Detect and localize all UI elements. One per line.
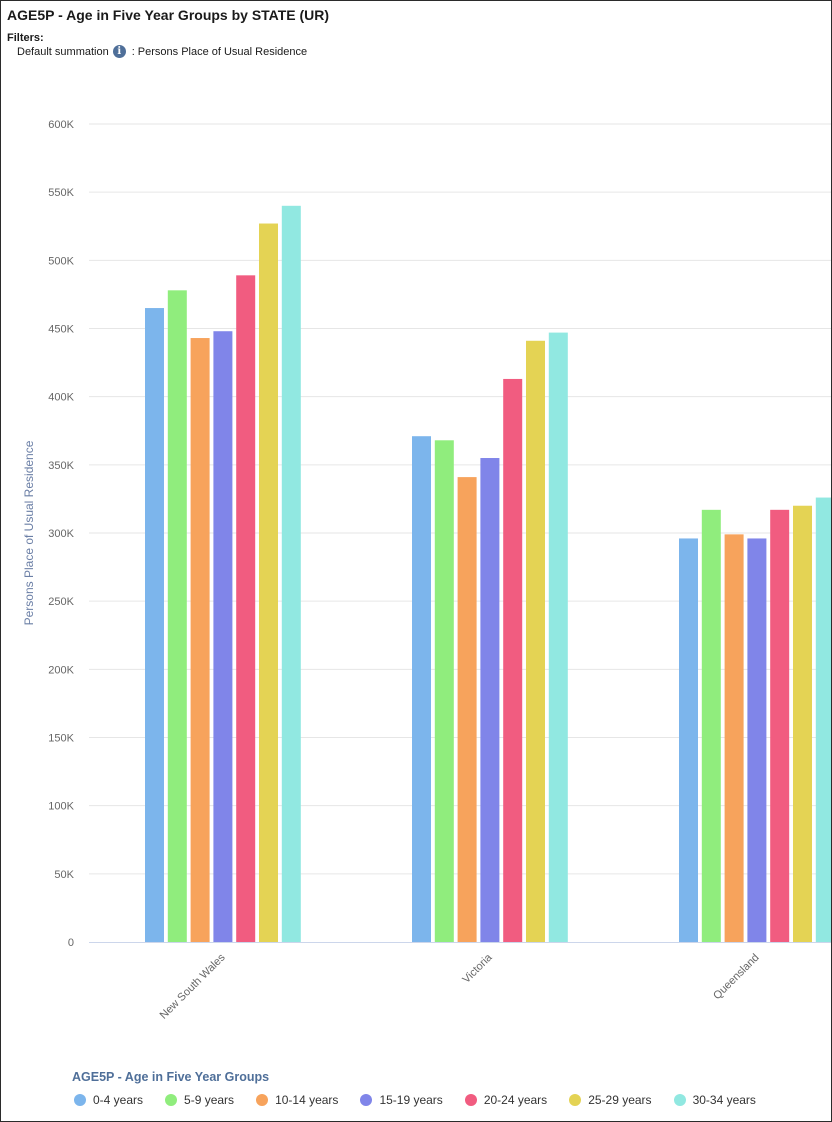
bar[interactable] [281, 205, 301, 943]
legend-label: 0-4 years [93, 1093, 144, 1107]
bar[interactable] [190, 338, 210, 942]
y-tick-label: 550K [48, 187, 74, 199]
bar[interactable] [701, 509, 721, 942]
legend-marker [569, 1094, 582, 1106]
y-tick-label: 450K [48, 324, 74, 336]
legend-marker [256, 1094, 269, 1106]
filter-row: Default summation i : Persons Place of U… [17, 45, 307, 58]
chart-title: AGE5P - Age in Five Year Groups by STATE… [7, 7, 330, 23]
y-tick-label: 600K [48, 119, 74, 131]
legend-label: 15-19 years [379, 1093, 443, 1107]
y-tick-label: 500K [48, 255, 74, 267]
y-tick-label: 250K [48, 596, 74, 608]
x-tick-labels: New South Wales Victoria Queensland [158, 951, 762, 1022]
bar[interactable] [457, 477, 477, 942]
bar[interactable] [412, 436, 431, 942]
bar[interactable] [747, 538, 767, 942]
bar[interactable] [724, 534, 744, 942]
y-tick-label: 350K [48, 460, 74, 472]
info-icon[interactable]: i [112, 45, 126, 58]
legend-label: 20-24 years [483, 1093, 548, 1107]
legend-marker [360, 1094, 373, 1106]
legend-marker [165, 1094, 178, 1106]
legend-item[interactable]: 10-14 years [256, 1093, 338, 1107]
bar[interactable] [145, 308, 164, 942]
legend-item[interactable]: 25-29 years [569, 1093, 652, 1107]
legend-item[interactable]: 20-24 years [464, 1093, 548, 1107]
x-tick-label: New South Wales [158, 951, 228, 1021]
legend-item[interactable]: 0-4 years [74, 1093, 143, 1107]
x-tick-label: Victoria [460, 951, 495, 986]
filters-label: Filters: [7, 32, 44, 44]
legend-item[interactable]: 15-19 years [360, 1093, 443, 1107]
filter-separator: : [131, 45, 135, 58]
y-tick-label: 400K [48, 392, 74, 404]
legend-label: 25-29 years [588, 1093, 652, 1107]
y-tick-labels: 0 50K 100K 150K 200K 250K 300K 350K 400K 450K 500K… [48, 119, 74, 949]
bar[interactable] [503, 378, 523, 942]
y-tick-label: 0 [68, 937, 74, 949]
legend-title: AGE5P - Age in Five Year Groups [72, 1070, 270, 1084]
bar[interactable] [548, 332, 568, 943]
filter-value: Persons Place of Usual Residence [137, 45, 308, 58]
legend-marker [74, 1094, 86, 1106]
legend-item[interactable]: 5-9 years [165, 1093, 234, 1107]
bar[interactable] [679, 538, 698, 942]
legend-marker [464, 1094, 477, 1106]
bar[interactable] [434, 440, 454, 942]
legend-marker [673, 1094, 686, 1106]
y-axis-label: Persons Place of Usual Residence [22, 440, 36, 625]
bar[interactable] [480, 458, 500, 942]
bar[interactable] [259, 223, 278, 943]
bar[interactable] [236, 275, 256, 943]
y-tick-label: 100K [48, 801, 74, 813]
y-tick-label: 150K [48, 733, 74, 745]
filter-name: Default summation [17, 45, 109, 58]
bar[interactable] [526, 340, 545, 942]
legend-item[interactable]: 30-34 years [673, 1093, 756, 1107]
legend-label: 5-9 years [184, 1093, 235, 1107]
bar[interactable] [793, 505, 812, 942]
y-tick-label: 50K [54, 869, 74, 881]
y-tick-label: 200K [48, 664, 74, 676]
legend-label: 30-34 years [692, 1093, 756, 1107]
bar[interactable] [770, 509, 790, 942]
bars [145, 205, 832, 943]
bar[interactable] [213, 331, 233, 942]
legend: 0-4 years 5-9 years 10-14 years 15-19 years… [74, 1093, 756, 1107]
y-tick-label: 300K [48, 528, 74, 540]
legend-label: 10-14 years [275, 1093, 339, 1107]
bar[interactable] [815, 497, 832, 942]
x-tick-label: Queensland [711, 952, 761, 1002]
bar[interactable] [167, 290, 187, 942]
